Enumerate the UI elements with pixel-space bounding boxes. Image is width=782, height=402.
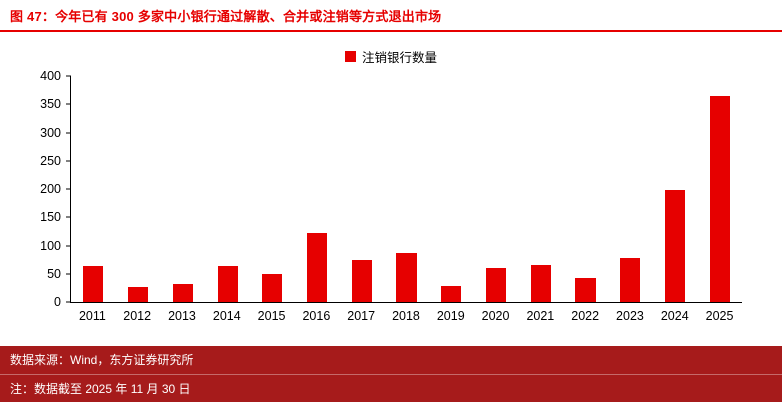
y-tick-label: 100	[40, 238, 61, 253]
x-tick-label: 2015	[257, 309, 286, 323]
footer: 数据来源：Wind，东方证券研究所 注：数据截至 2025 年 11 月 30 …	[0, 346, 782, 402]
bar-2015	[262, 273, 283, 302]
y-tick-label: 0	[54, 295, 61, 309]
bar-slot	[339, 76, 384, 302]
x-tick-label: 2024	[660, 309, 689, 323]
bar-slot	[518, 76, 563, 302]
bar-slot	[160, 76, 205, 302]
bar-2025	[709, 95, 730, 302]
y-tick-label: 150	[40, 210, 61, 225]
bar-2021	[530, 265, 551, 302]
figure-title: 图 47：今年已有 300 多家中小银行通过解散、合并或注销等方式退出市场	[10, 8, 442, 24]
y-tick-label: 400	[40, 69, 61, 83]
footer-note: 注：数据截至 2025 年 11 月 30 日	[0, 374, 782, 402]
bar-slot	[653, 76, 698, 302]
x-tick-label: 2011	[78, 309, 106, 323]
x-tick-label: 2022	[571, 309, 600, 323]
footer-source: 数据来源：Wind，东方证券研究所	[10, 353, 194, 367]
x-tick-label: 2013	[168, 309, 196, 323]
figure-header: 图 47：今年已有 300 多家中小银行通过解散、合并或注销等方式退出市场	[0, 0, 782, 32]
x-tick-label: 2018	[392, 309, 420, 323]
chart-area: 注销银行数量 0 50 100 150 200 250 300 350 400 2011 2012…	[0, 32, 782, 346]
bar-slot	[205, 76, 250, 302]
y-tick-label: 300	[40, 125, 61, 140]
bar-slot	[608, 76, 653, 302]
bar-slot	[697, 76, 742, 302]
bar-slot	[295, 76, 340, 302]
bar-2016	[306, 233, 328, 302]
bar-2019	[441, 285, 462, 302]
bar-slot	[71, 76, 116, 302]
bar-slot	[116, 76, 161, 302]
x-tick-label: 2012	[123, 309, 152, 323]
y-tick-label: 200	[40, 182, 61, 196]
x-tick-label: 2020	[481, 309, 510, 323]
bar-slot	[474, 76, 519, 302]
bar-slot	[250, 76, 295, 302]
bar-2018	[396, 252, 417, 302]
x-tick-label: 2023	[616, 309, 644, 323]
x-tick-label: 2019	[436, 309, 465, 323]
plot-area: 0 50 100 150 200 250 300 350 400	[40, 69, 742, 309]
bar-2022	[575, 278, 596, 302]
bar-2014	[217, 266, 238, 302]
bar-2011	[83, 266, 104, 302]
bar-slot	[384, 76, 429, 302]
bar-slot	[429, 76, 474, 302]
x-tick-label: 2016	[302, 309, 331, 323]
x-tick-label: 2025	[705, 309, 734, 323]
bar-2013	[172, 283, 193, 302]
bar-2023	[620, 257, 641, 302]
chart-legend: 注销银行数量	[0, 32, 782, 65]
bar-2017	[351, 259, 372, 302]
x-tick-label: 2014	[212, 309, 241, 323]
legend-square-icon	[344, 50, 356, 62]
x-axis-labels: 2011 2012 2013 2014 2015 2016 2017 2018 2019 2020…	[70, 309, 742, 323]
y-tick-label: 50	[47, 266, 61, 281]
y-tick-label: 250	[40, 153, 61, 168]
x-tick-label: 2017	[347, 309, 376, 323]
y-tick-label: 350	[40, 97, 61, 112]
bar-2012	[128, 286, 149, 302]
bars	[71, 76, 742, 302]
legend-label: 注销银行数量	[361, 50, 437, 65]
bar-slot	[563, 76, 608, 302]
bar-2024	[664, 190, 685, 302]
bar-2020	[485, 267, 507, 302]
x-tick-label: 2021	[526, 309, 555, 323]
